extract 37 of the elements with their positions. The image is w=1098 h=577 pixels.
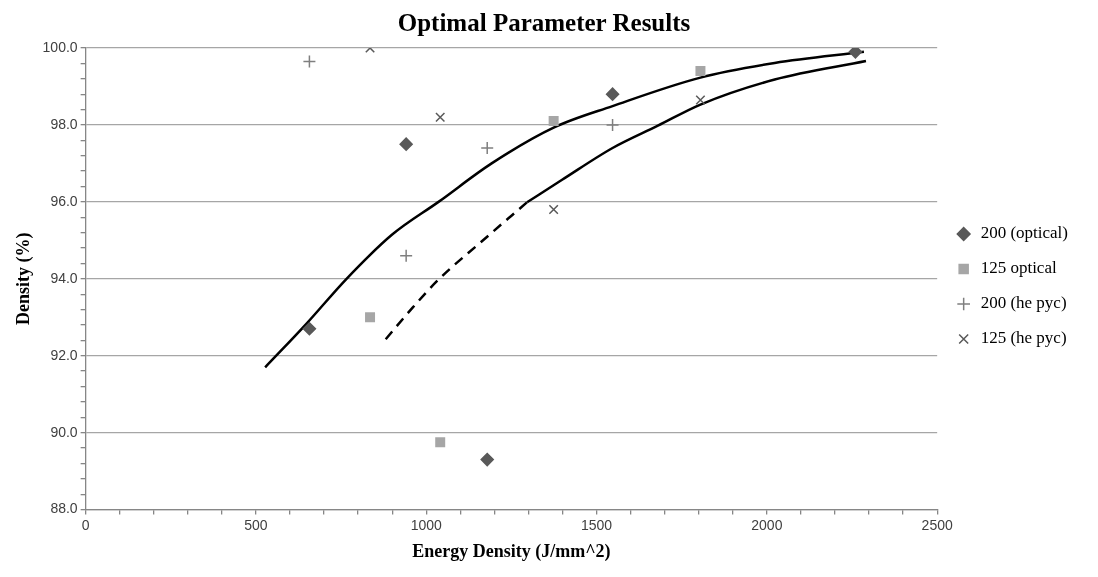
point <box>548 204 559 215</box>
y-tick-label: 100.0 <box>42 38 78 55</box>
legend-label: 125 (he pyc) <box>980 328 1067 348</box>
legend-label: 200 (he pyc) <box>980 293 1067 313</box>
point <box>548 116 559 127</box>
point <box>695 66 706 77</box>
point <box>848 48 863 59</box>
point <box>365 312 376 323</box>
y-tick-label: 94.0 <box>50 269 78 286</box>
x-axis-title: Energy Density (J/mm^2) <box>412 540 611 562</box>
y-tick-label: 98.0 <box>50 115 78 132</box>
legend-label: 125 optical <box>980 258 1057 278</box>
point <box>605 118 620 132</box>
point <box>302 54 317 69</box>
point <box>399 248 413 263</box>
point <box>605 87 620 101</box>
line-series <box>263 50 866 369</box>
x-tick-label: 2500 <box>921 516 953 533</box>
y-tick-label: 90.0 <box>50 423 78 440</box>
y-axis-title: Density (%) <box>13 232 35 326</box>
point <box>302 322 317 336</box>
y-tick-label: 92.0 <box>50 346 78 363</box>
point <box>435 437 446 448</box>
x-tick-label: 1000 <box>410 516 443 533</box>
point <box>435 112 446 123</box>
x-tick-label: 1500 <box>580 516 613 533</box>
point <box>480 452 494 467</box>
point <box>480 141 494 155</box>
y-tick-label: 96.0 <box>50 192 78 209</box>
legend-label: 200 (optical) <box>980 223 1069 243</box>
point <box>695 94 706 105</box>
x-tick-label: 2000 <box>751 516 783 533</box>
y-tick-label: 88.0 <box>50 500 78 517</box>
chart-title: Optimal Parameter Results <box>397 9 691 37</box>
x-tick-label: 0 <box>81 516 90 533</box>
x-tick-label: 500 <box>244 516 268 533</box>
point <box>399 137 413 151</box>
